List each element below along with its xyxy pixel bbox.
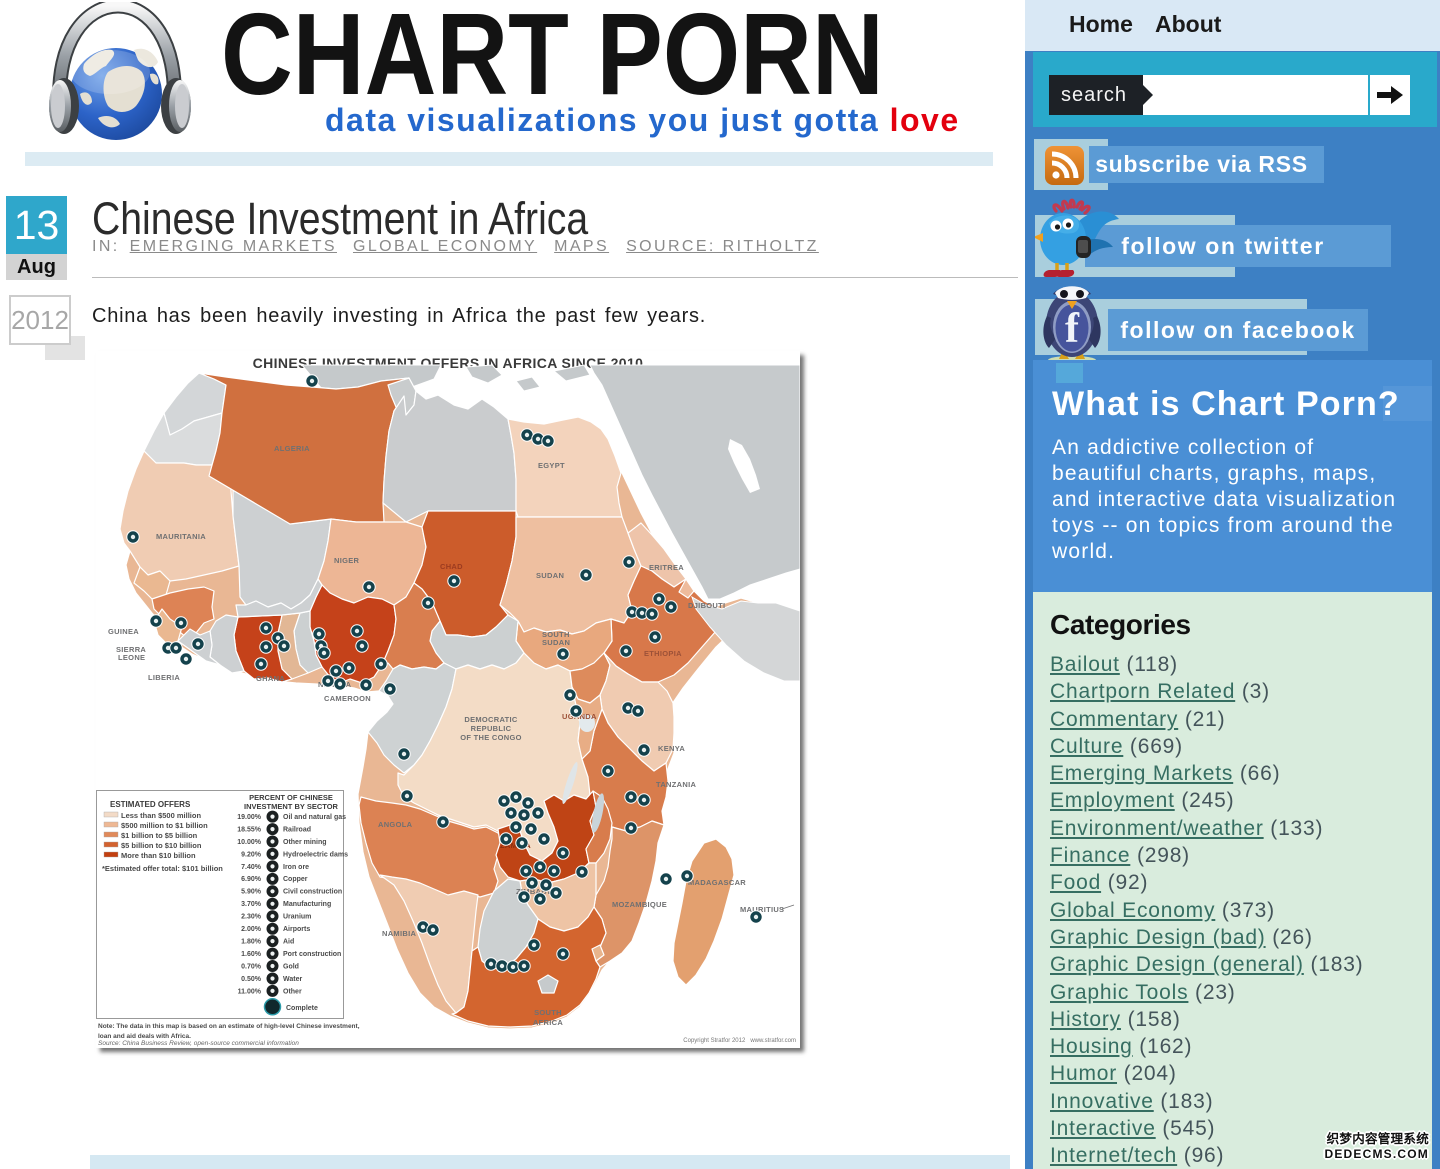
svg-text:3.70%: 3.70% <box>241 901 262 908</box>
svg-text:ALGERIA: ALGERIA <box>274 444 310 453</box>
svg-text:ANGOLA: ANGOLA <box>378 820 413 829</box>
svg-text:Complete: Complete <box>286 1005 318 1012</box>
svg-text:Hydroelectric dams: Hydroelectric dams <box>283 851 348 858</box>
svg-text:2.00%: 2.00% <box>241 926 262 933</box>
svg-text:ETHIOPIA: ETHIOPIA <box>644 649 682 658</box>
svg-text:Other mining: Other mining <box>283 839 327 846</box>
svg-text:Port construction: Port construction <box>283 951 341 958</box>
svg-text:GUINEA: GUINEA <box>108 627 139 636</box>
svg-text:1.60%: 1.60% <box>241 951 262 958</box>
svg-text:Copyright Stratfor 2012 www.: Copyright Stratfor 2012 www.stratfor.com <box>683 1038 796 1044</box>
svg-text:10.00%: 10.00% <box>237 839 262 846</box>
svg-text:LIBERIA: LIBERIA <box>148 673 180 682</box>
svg-text:MADAGASCAR: MADAGASCAR <box>688 878 746 887</box>
svg-text:Less than $500 million: Less than $500 million <box>121 811 201 820</box>
svg-text:Water: Water <box>283 976 302 983</box>
svg-text:5.90%: 5.90% <box>241 889 262 896</box>
svg-text:11.00%: 11.00% <box>238 988 262 995</box>
svg-text:Civil construction: Civil construction <box>283 889 342 896</box>
svg-text:2.30%: 2.30% <box>241 914 262 921</box>
svg-text:SOUTH: SOUTH <box>534 1008 562 1017</box>
svg-text:18.55%: 18.55% <box>237 826 262 833</box>
svg-text:Source: China Business Review,: Source: China Business Review, open-sour… <box>98 1040 299 1047</box>
svg-text:0.50%: 0.50% <box>241 976 262 983</box>
svg-text:DEMOCRATIC: DEMOCRATIC <box>464 715 518 724</box>
svg-text:6.90%: 6.90% <box>241 876 262 883</box>
svg-text:KENYA: KENYA <box>658 744 685 753</box>
svg-text:AFRICA: AFRICA <box>533 1018 563 1027</box>
svg-text:Railroad: Railroad <box>283 826 311 833</box>
svg-text:19.00%: 19.00% <box>237 814 262 821</box>
svg-text:0.70%: 0.70% <box>241 963 262 970</box>
svg-text:REPUBLIC: REPUBLIC <box>471 724 512 733</box>
svg-text:NIGER: NIGER <box>334 556 360 565</box>
svg-text:DJIBOUTI: DJIBOUTI <box>688 601 725 610</box>
svg-text:Uranium: Uranium <box>283 914 311 921</box>
svg-text:Note: The data in this map is: Note: The data in this map is based on a… <box>98 1023 360 1030</box>
svg-text:Manufacturing: Manufacturing <box>283 901 331 908</box>
svg-text:PERCENT OF CHINESE: PERCENT OF CHINESE <box>249 793 333 802</box>
svg-text:Other: Other <box>283 988 302 995</box>
svg-text:ESTIMATED OFFERS: ESTIMATED OFFERS <box>110 800 191 809</box>
svg-text:*Estimated offer total: $101 b: *Estimated offer total: $101 billion <box>102 864 223 873</box>
svg-text:SIERRA: SIERRA <box>116 645 146 654</box>
svg-text:Airports: Airports <box>283 926 310 933</box>
svg-text:SUDAN: SUDAN <box>542 638 570 647</box>
svg-text:SUDAN: SUDAN <box>536 571 564 580</box>
svg-text:Oil and natural gas: Oil and natural gas <box>283 814 346 821</box>
svg-text:$5 billion to $10 billion: $5 billion to $10 billion <box>121 841 202 850</box>
svg-text:INVESTMENT BY SECTOR: INVESTMENT BY SECTOR <box>244 802 338 811</box>
svg-text:ZIMBABWE: ZIMBABWE <box>516 887 560 896</box>
svg-text:MAURITANIA: MAURITANIA <box>156 532 206 541</box>
svg-text:LEONE: LEONE <box>118 653 145 662</box>
svg-text:MOZAMBIQUE: MOZAMBIQUE <box>612 900 667 909</box>
svg-text:NAMIBIA: NAMIBIA <box>382 929 416 938</box>
svg-text:ERITREA: ERITREA <box>649 563 684 572</box>
svg-text:f: f <box>1065 306 1080 352</box>
svg-text:OF THE CONGO: OF THE CONGO <box>460 733 522 742</box>
svg-text:9.20%: 9.20% <box>241 851 262 858</box>
svg-text:$500 million to $1 billion: $500 million to $1 billion <box>121 821 208 830</box>
svg-text:loan and aid deals with Africa: loan and aid deals with Africa. <box>98 1033 191 1040</box>
svg-text:Aid: Aid <box>283 939 294 946</box>
svg-text:$1 billion to $5 billion: $1 billion to $5 billion <box>121 831 198 840</box>
svg-text:1.80%: 1.80% <box>241 939 262 946</box>
svg-text:SOUTH: SOUTH <box>542 630 570 639</box>
svg-text:More than $10 billion: More than $10 billion <box>121 851 196 860</box>
svg-text:CAMEROON: CAMEROON <box>324 694 371 703</box>
svg-text:MAURITIUS: MAURITIUS <box>740 905 784 914</box>
svg-text:7.40%: 7.40% <box>241 864 262 871</box>
svg-text:Gold: Gold <box>283 963 299 970</box>
svg-text:TANZANIA: TANZANIA <box>656 780 696 789</box>
svg-text:GHANA: GHANA <box>256 674 285 683</box>
svg-text:CHAD: CHAD <box>440 562 463 571</box>
svg-text:Iron ore: Iron ore <box>283 864 309 871</box>
svg-text:ZAMBIA: ZAMBIA <box>500 841 531 850</box>
svg-text:EGYPT: EGYPT <box>538 461 565 470</box>
svg-text:Copper: Copper <box>283 876 308 883</box>
